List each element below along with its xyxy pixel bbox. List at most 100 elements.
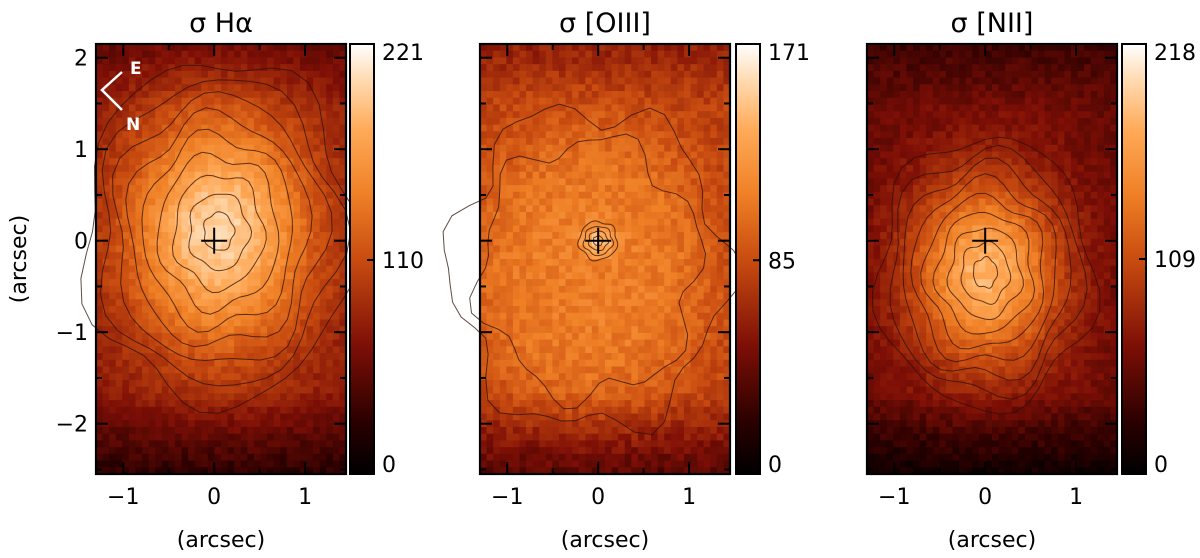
heatmap-cell <box>723 265 731 274</box>
heatmap-cell <box>710 104 718 112</box>
heatmap-cell <box>545 420 553 428</box>
heatmap-cell <box>168 77 176 85</box>
heatmap-cell <box>181 299 189 307</box>
heatmap-cell <box>651 151 659 159</box>
heatmap-cell <box>512 171 521 179</box>
heatmap-cell <box>221 406 229 415</box>
heatmap-cell <box>526 178 534 186</box>
heatmap-cell <box>499 117 507 126</box>
heatmap-cell <box>194 299 202 307</box>
heatmap-cell <box>710 171 718 179</box>
heatmap-cell <box>670 211 678 220</box>
heatmap-cell <box>585 433 593 442</box>
heatmap-cell <box>558 218 567 227</box>
heatmap-cell <box>526 285 534 294</box>
heatmap-cell <box>293 366 301 374</box>
heatmap-cell <box>181 292 189 300</box>
heatmap-cell <box>716 359 725 368</box>
heatmap-cell <box>552 447 560 455</box>
heatmap-cell <box>267 400 275 408</box>
heatmap-cell <box>293 138 301 146</box>
heatmap-cell <box>306 292 314 300</box>
heatmap-cell <box>332 265 341 274</box>
heatmap-cell <box>578 245 586 253</box>
heatmap-cell <box>677 91 685 99</box>
heatmap-cell <box>651 117 659 126</box>
heatmap-cell <box>299 211 308 220</box>
heatmap-cell <box>319 104 327 112</box>
heatmap-cell <box>227 433 235 442</box>
heatmap-cell <box>188 353 196 361</box>
heatmap-cell <box>552 393 560 401</box>
heatmap-cell <box>247 379 255 388</box>
heatmap-cell <box>552 178 560 186</box>
heatmap-cell <box>109 225 117 233</box>
heatmap-cell <box>532 379 540 388</box>
heatmap-cell <box>664 346 672 354</box>
heatmap-cell <box>624 440 632 448</box>
heatmap-cell <box>598 185 606 193</box>
heatmap-cell <box>664 44 672 52</box>
heatmap-cell <box>480 164 488 173</box>
heatmap-cell <box>313 447 321 455</box>
heatmap-cell <box>286 353 294 361</box>
heatmap-cell <box>240 426 248 435</box>
heatmap-cell <box>493 252 501 260</box>
heatmap-cell <box>499 144 507 153</box>
heatmap-cell <box>135 144 143 153</box>
heatmap-cell <box>558 406 567 415</box>
heatmap-cell <box>526 117 534 126</box>
heatmap-cell <box>161 218 169 227</box>
heatmap-cell <box>142 205 150 213</box>
heatmap-cell <box>716 97 725 106</box>
heatmap-cell <box>558 225 567 233</box>
heatmap-cell <box>545 460 553 468</box>
heatmap-cell <box>539 117 547 126</box>
heatmap-cell <box>506 144 514 153</box>
heatmap-cell <box>493 447 501 455</box>
heatmap-cell <box>313 272 321 280</box>
heatmap-cell <box>493 299 501 307</box>
heatmap-cell <box>499 366 507 374</box>
heatmap-cell <box>703 386 711 394</box>
heatmap-cell <box>703 440 711 448</box>
heatmap-cell <box>286 332 294 341</box>
heatmap-cell <box>670 426 678 435</box>
heatmap-cell <box>214 225 222 233</box>
heatmap-cell <box>664 447 672 455</box>
heatmap-cell <box>723 232 731 240</box>
heatmap-cell <box>313 185 321 193</box>
heatmap-cell <box>591 413 600 421</box>
heatmap-cell <box>207 245 216 253</box>
heatmap-cell <box>486 319 494 327</box>
heatmap-cell <box>690 332 698 341</box>
heatmap-cell <box>677 400 685 408</box>
heatmap-cell <box>611 131 619 139</box>
heatmap-cell <box>539 447 547 455</box>
heatmap-cell <box>148 225 156 233</box>
heatmap-cell <box>572 131 580 139</box>
heatmap-cell <box>240 433 248 442</box>
heatmap-cell <box>939 44 947 52</box>
heatmap-cell <box>499 339 507 347</box>
heatmap-cell <box>247 366 255 374</box>
heatmap-cell <box>572 426 580 435</box>
heatmap-cell <box>253 319 262 327</box>
heatmap-cell <box>240 50 248 59</box>
heatmap-cell <box>247 453 255 462</box>
heatmap-cell <box>664 205 672 213</box>
heatmap-cell <box>644 50 652 59</box>
heatmap-cell <box>539 238 547 247</box>
heatmap-cell <box>591 151 600 159</box>
heatmap-cell <box>611 50 619 59</box>
heatmap-cell <box>293 64 301 72</box>
heatmap-cell <box>273 259 281 267</box>
heatmap-cell <box>109 332 117 341</box>
heatmap-cell <box>664 124 672 132</box>
heatmap-cell <box>545 131 553 139</box>
heatmap-cell <box>234 50 242 59</box>
heatmap-cell <box>267 299 275 307</box>
heatmap-cell <box>519 373 527 381</box>
heatmap-cell <box>234 312 242 321</box>
heatmap-cell <box>332 225 341 233</box>
